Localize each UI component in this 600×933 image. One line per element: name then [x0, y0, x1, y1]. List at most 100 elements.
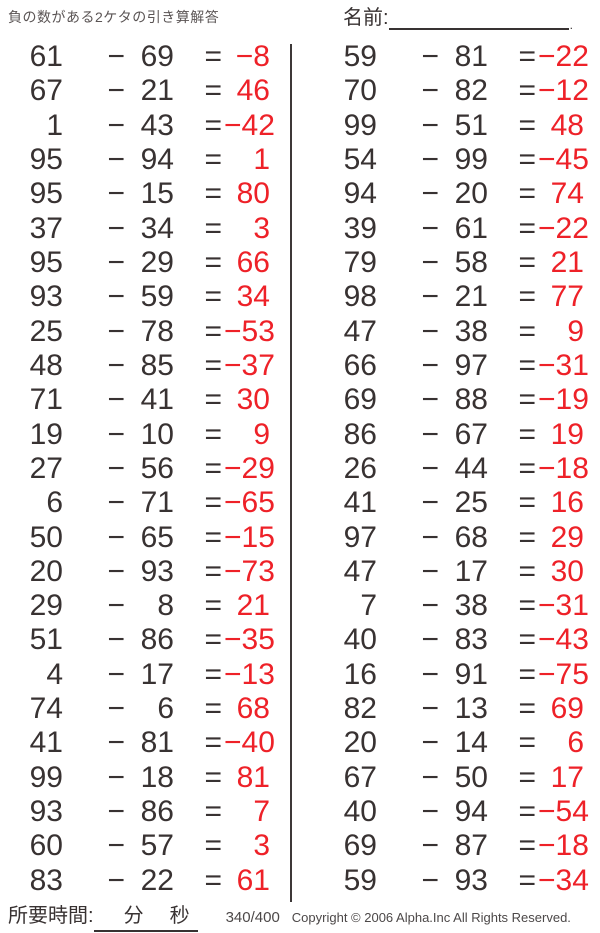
equals-sign: =: [518, 657, 536, 691]
equals-sign: =: [204, 451, 222, 485]
equation-row: 50 −65 = −15: [0, 520, 275, 554]
equation-row: 1 −43 = −42: [0, 108, 275, 143]
answer-value: −8: [235, 40, 270, 74]
equals-sign: =: [204, 143, 222, 177]
answer-value: −19: [538, 383, 589, 417]
equation-row: 93 −86 = 7: [0, 795, 272, 829]
subtrahend: 17: [454, 554, 488, 588]
equation-row: 99 −51 = 48: [314, 109, 586, 143]
subtrahend: 38: [454, 314, 488, 348]
subtrahend: 94: [140, 143, 174, 177]
subtrahend: 8: [157, 589, 174, 623]
minus-operator: −: [421, 623, 439, 657]
equation-row: 25 −78 = −53: [0, 314, 275, 349]
answer-value: −42: [224, 108, 275, 142]
minuend: 7: [360, 589, 377, 623]
minus-operator: −: [107, 211, 125, 245]
equation-row: 47 −17 = 30: [314, 555, 586, 589]
minus-operator: −: [421, 863, 439, 897]
minus-operator: −: [421, 554, 439, 588]
minus-operator: −: [421, 417, 439, 451]
minuend: 41: [29, 726, 63, 760]
equals-sign: =: [518, 692, 536, 726]
answer-value: −54: [538, 795, 589, 829]
equals-sign: =: [204, 726, 222, 760]
minus-operator: −: [107, 177, 125, 211]
subtrahend: 38: [454, 589, 488, 623]
subtrahend: 99: [454, 143, 488, 177]
equation-row: 29 −8 = 21: [0, 589, 272, 623]
minuend: 50: [29, 520, 63, 554]
equation-row: 48 −85 = −37: [0, 348, 275, 383]
left-column: 61−69 = −8 67−21 = 46 1−43 = −42 95−94 = 1 95−15 = 80 3…: [0, 40, 275, 898]
equation-row: 27 −56 = −29: [0, 451, 275, 486]
subtrahend: 86: [140, 623, 174, 657]
answer-value: 9: [567, 314, 584, 348]
worksheet-title: 負の数がある2ケタの引き算解答: [8, 9, 220, 25]
subtrahend: 86: [140, 795, 174, 829]
minus-operator: −: [107, 486, 125, 520]
equation-row: 41 −25 = 16: [314, 486, 586, 520]
time-label: 所要時間:: [8, 905, 94, 927]
equation-row: 93 −59 = 34: [0, 280, 272, 314]
minuend: 67: [29, 74, 63, 108]
answer-value: 19: [550, 417, 584, 451]
minuend: 82: [343, 692, 377, 726]
answer-value: −53: [224, 314, 275, 348]
minus-operator: −: [107, 246, 125, 280]
minus-operator: −: [421, 177, 439, 211]
minuend: 48: [29, 348, 63, 382]
equals-sign: =: [518, 520, 536, 554]
minuend: 59: [343, 40, 377, 74]
subtrahend: 6: [157, 692, 174, 726]
minus-operator: −: [421, 795, 439, 829]
minus-operator: −: [421, 520, 439, 554]
equation-row: 41 −81 = −40: [0, 726, 275, 760]
subtrahend: 58: [454, 246, 488, 280]
equals-sign: =: [518, 417, 536, 451]
minuend: 26: [343, 451, 377, 485]
minus-operator: −: [107, 383, 125, 417]
subtrahend: 61: [454, 211, 488, 245]
equation-row: 99 −18 = 81: [0, 761, 272, 795]
minuend: 47: [343, 554, 377, 588]
subtrahend: 10: [140, 417, 174, 451]
equation-row: 37 −34 = 3: [0, 212, 272, 246]
answer-value: −45: [538, 143, 589, 177]
subtrahend: 15: [140, 177, 174, 211]
equation-row: 59 −93 = −34: [314, 863, 589, 898]
minus-operator: −: [421, 760, 439, 794]
minus-operator: −: [421, 726, 439, 760]
minus-operator: −: [107, 623, 125, 657]
subtrahend: 41: [140, 383, 174, 417]
equals-sign: =: [518, 863, 536, 897]
answer-value: 30: [236, 383, 270, 417]
equation-row: 47 −38 = 9: [314, 315, 586, 349]
minus-operator: −: [107, 451, 125, 485]
minus-operator: −: [421, 143, 439, 177]
seconds-label: 秒: [169, 905, 190, 927]
subtrahend: 50: [454, 760, 488, 794]
equals-sign: =: [518, 829, 536, 863]
minus-operator: −: [107, 417, 125, 451]
subtrahend: 65: [140, 520, 174, 554]
equals-sign: =: [518, 623, 536, 657]
minuend: 16: [343, 657, 377, 691]
minuend: 93: [29, 795, 63, 829]
minuend: 54: [343, 143, 377, 177]
equals-sign: =: [204, 589, 222, 623]
answer-value: 21: [550, 246, 584, 280]
answer-value: 61: [236, 863, 270, 897]
minus-operator: −: [107, 692, 125, 726]
equals-sign: =: [204, 108, 222, 142]
equals-sign: =: [204, 177, 222, 211]
page-score: 340/400: [225, 909, 280, 926]
minus-operator: −: [421, 280, 439, 314]
answer-value: −12: [538, 74, 589, 108]
minus-operator: −: [421, 40, 439, 74]
minus-operator: −: [107, 520, 125, 554]
equals-sign: =: [204, 520, 222, 554]
answer-value: 81: [236, 760, 270, 794]
minus-operator: −: [107, 554, 125, 588]
minus-operator: −: [107, 40, 125, 74]
